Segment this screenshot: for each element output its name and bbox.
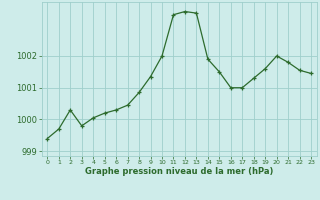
X-axis label: Graphe pression niveau de la mer (hPa): Graphe pression niveau de la mer (hPa) — [85, 167, 273, 176]
